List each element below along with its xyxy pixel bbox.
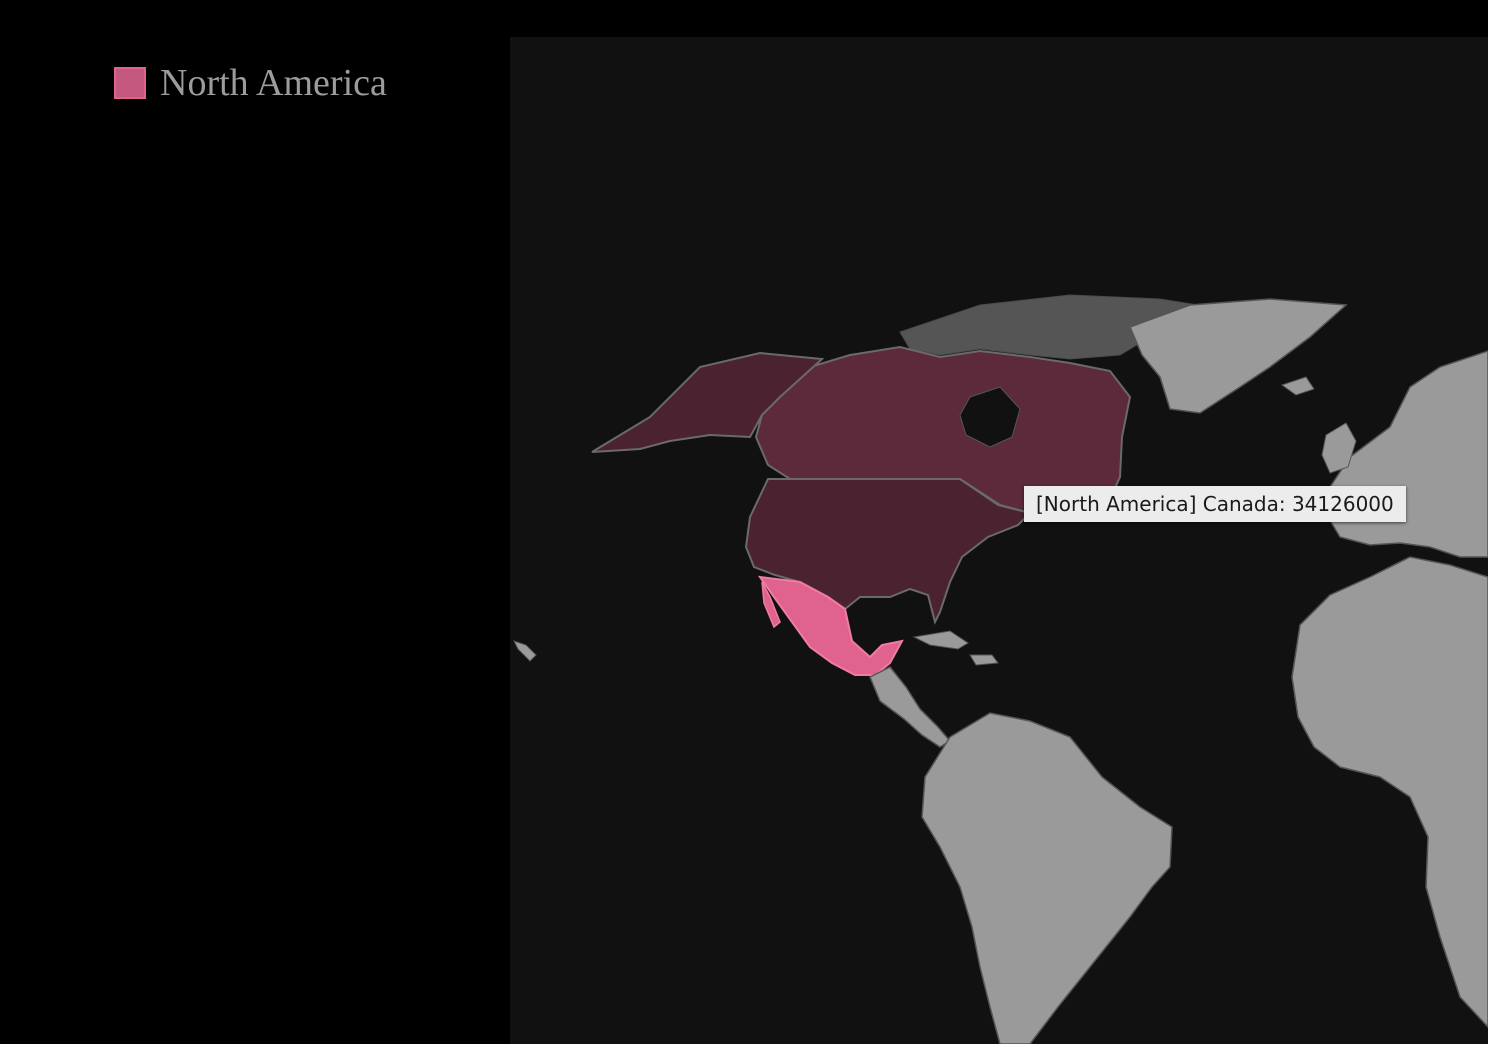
africa[interactable] [1291, 556, 1488, 1029]
country-mexico[interactable] [757, 575, 904, 676]
country-greenland[interactable] [1128, 298, 1348, 414]
south-america[interactable] [921, 712, 1173, 1044]
caribbean-islands[interactable] [912, 630, 999, 666]
hudson-bay [959, 386, 1021, 448]
country-usa-alaska[interactable] [591, 351, 825, 453]
pacific-island[interactable] [513, 640, 537, 662]
map-tooltip: [North America] Canada: 34126000 [1024, 486, 1406, 522]
arctic-islands[interactable] [899, 294, 1211, 360]
country-canada[interactable] [754, 345, 1132, 515]
map-panel[interactable] [510, 37, 1488, 1044]
world-map[interactable] [510, 37, 1488, 1044]
british-isles[interactable] [1321, 422, 1357, 474]
legend[interactable]: North America [114, 60, 387, 106]
country-iceland[interactable] [1280, 376, 1315, 396]
legend-swatch-north-america[interactable] [114, 67, 146, 99]
country-mexico-baja[interactable] [761, 581, 781, 629]
central-america[interactable] [869, 666, 952, 748]
legend-label-north-america[interactable]: North America [160, 62, 387, 104]
